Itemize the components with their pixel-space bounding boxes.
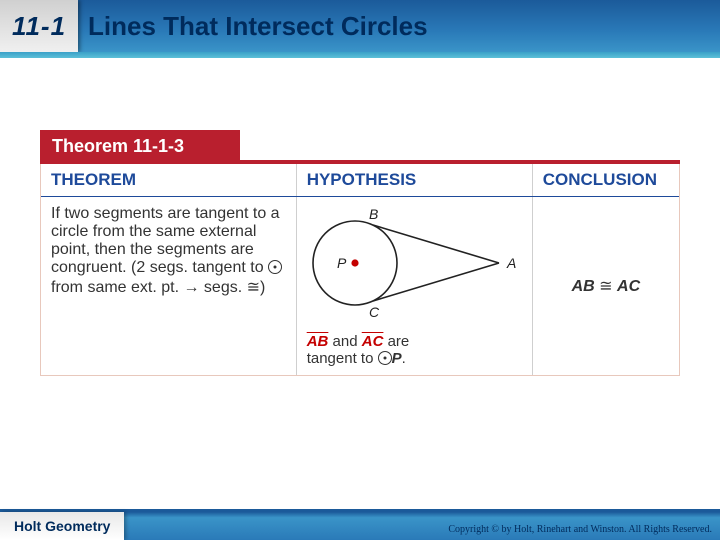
- circle-dot-symbol: [378, 351, 392, 365]
- conclusion-right: AC: [617, 278, 640, 295]
- table-row: If two segments are tangent to a circle …: [41, 197, 679, 376]
- col-header-hypothesis: HYPOTHESIS: [296, 164, 532, 197]
- theorem-text-post: from same ext. pt. → segs. ≅): [51, 279, 265, 296]
- tangent-diagram-svg: P B C A: [307, 205, 517, 325]
- hypothesis-text: AB and AC are tangent to P.: [307, 333, 522, 367]
- label-c: C: [369, 304, 380, 320]
- segment-ab: AB: [307, 333, 329, 350]
- theorem-cell: If two segments are tangent to a circle …: [41, 197, 296, 376]
- hyp-are: are: [383, 333, 409, 350]
- section-number-badge: 11-1: [0, 0, 78, 52]
- footer-publisher: Holt Geometry: [0, 512, 124, 540]
- theorem-card-body: THEOREM HYPOTHESIS CONCLUSION If two seg…: [40, 164, 680, 376]
- col-header-theorem: THEOREM: [41, 164, 296, 197]
- label-b: B: [369, 206, 378, 222]
- footer-bar: Holt Geometry Copyright © by Holt, Rineh…: [0, 512, 720, 540]
- tangent-diagram: P B C A: [307, 205, 517, 325]
- col-header-conclusion: CONCLUSION: [532, 164, 679, 197]
- conclusion-cell: AB ≅ AC: [532, 197, 679, 376]
- theorem-text-pre: If two segments are tangent to a circle …: [51, 205, 280, 276]
- header-accent: [0, 52, 720, 58]
- label-p: P: [337, 255, 347, 271]
- page-title: Lines That Intersect Circles: [88, 11, 428, 42]
- hyp-and: and: [328, 333, 361, 350]
- conclusion-left: AB: [572, 278, 595, 295]
- hypothesis-cell: P B C A AB and AC are tangent to P.: [296, 197, 532, 376]
- theorem-table: THEOREM HYPOTHESIS CONCLUSION If two seg…: [41, 164, 679, 375]
- circle-dot-symbol: [268, 260, 282, 274]
- hypothesis-wrap: P B C A AB and AC are tangent to P.: [307, 205, 522, 367]
- congruent-symbol: ≅: [595, 278, 617, 295]
- footer-copyright: Copyright © by Holt, Rinehart and Winsto…: [448, 524, 712, 535]
- segment-ac: AC: [362, 333, 384, 350]
- hyp-period: .: [402, 350, 406, 367]
- circle-p-label: P: [392, 350, 402, 367]
- theorem-tab: Theorem 11-1-3: [40, 130, 240, 162]
- hyp-tangent-to: tangent to: [307, 350, 378, 367]
- table-header-row: THEOREM HYPOTHESIS CONCLUSION: [41, 164, 679, 197]
- header-bar: 11-1 Lines That Intersect Circles: [0, 0, 720, 52]
- label-a: A: [506, 255, 516, 271]
